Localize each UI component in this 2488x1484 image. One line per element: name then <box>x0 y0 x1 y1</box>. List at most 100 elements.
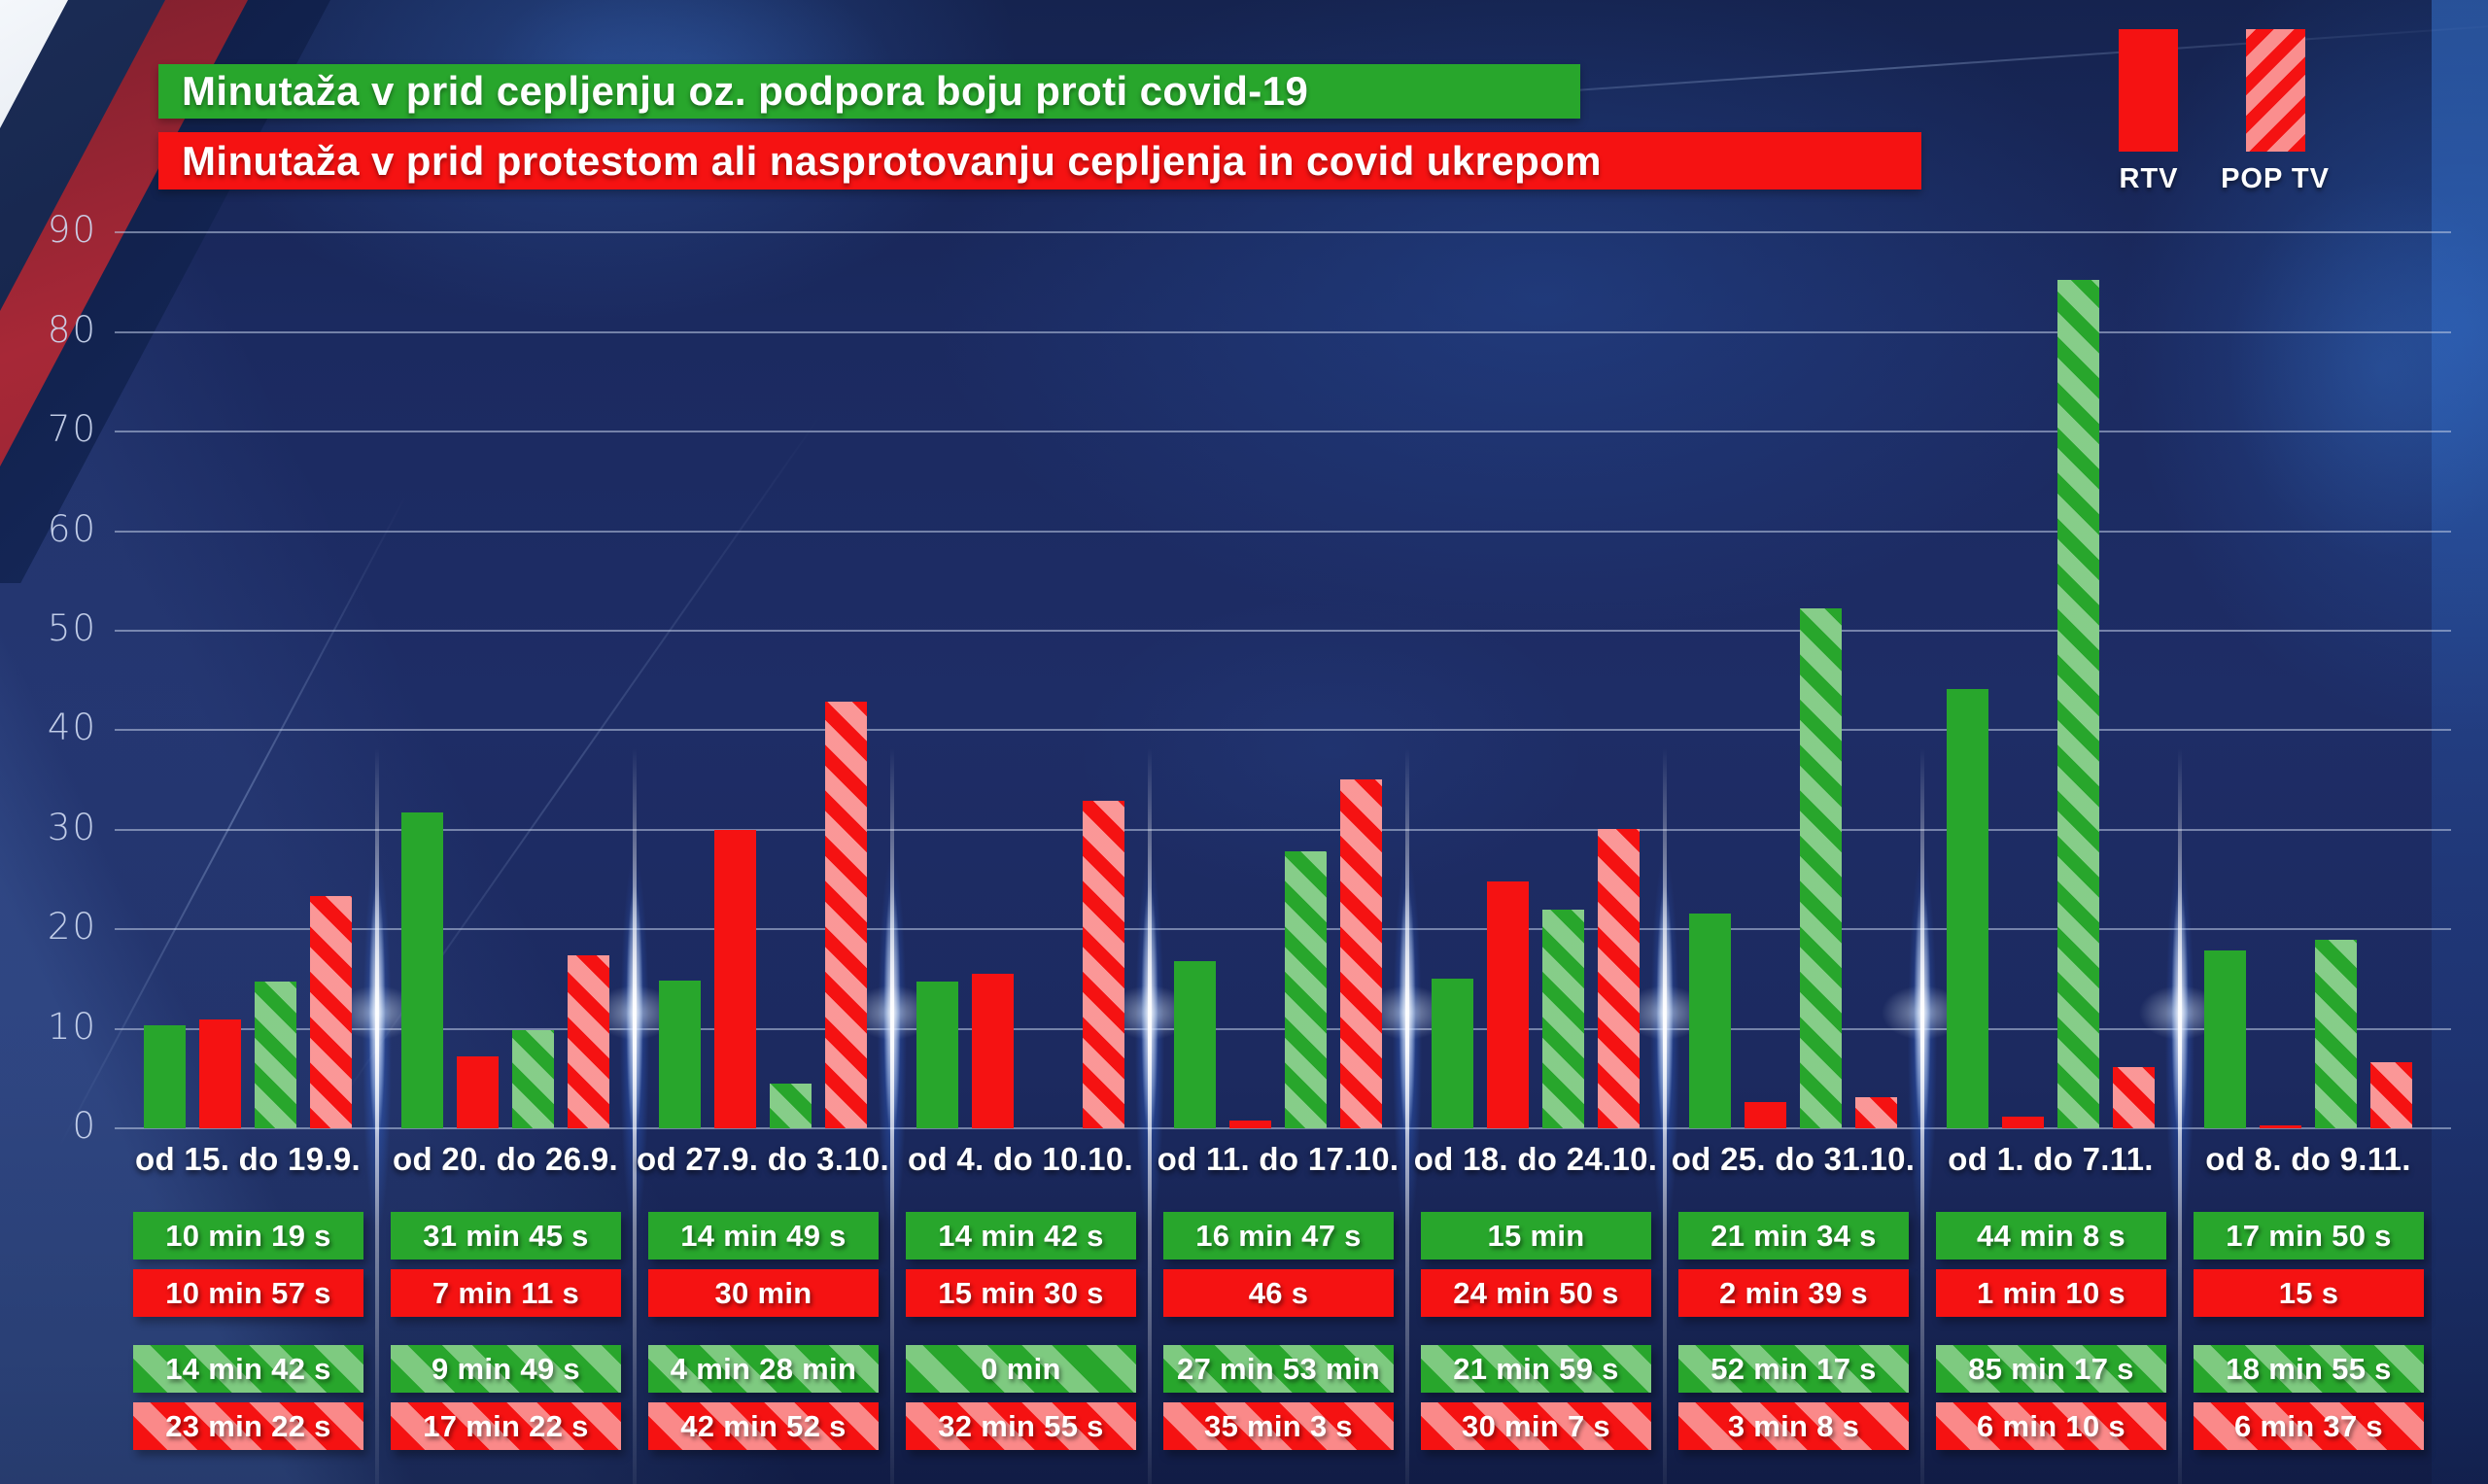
bar-green-7 <box>1689 914 1731 1128</box>
gridline-10 <box>115 1027 2451 1030</box>
value-box-green-striped: 9 min 49 s <box>391 1345 621 1393</box>
value-box-green-striped: 85 min 17 s <box>1936 1345 2166 1393</box>
value-box-red-striped: 32 min 55 s <box>906 1402 1136 1450</box>
value-box-red-striped: 3 min 8 s <box>1678 1402 1909 1450</box>
bar-red-striped-4 <box>1083 801 1124 1128</box>
y-axis-tick-0: 0 <box>72 1105 97 1147</box>
value-box-green: 16 min 47 s <box>1163 1212 1394 1260</box>
bar-red-striped-7 <box>1855 1097 1897 1128</box>
value-box-green-striped: 21 min 59 s <box>1421 1345 1651 1393</box>
category-label: od 18. do 24.10. <box>1413 1141 1658 1177</box>
bar-red-9 <box>2260 1125 2301 1128</box>
value-box-green: 21 min 34 s <box>1678 1212 1909 1260</box>
value-box-red: 46 s <box>1163 1269 1394 1317</box>
bar-red-3 <box>714 830 756 1128</box>
y-axis-tick-70: 70 <box>47 408 97 451</box>
bar-green-striped-8 <box>2057 280 2099 1128</box>
category-label: od 20. do 26.9. <box>393 1141 618 1177</box>
bar-green-striped-7 <box>1800 608 1842 1128</box>
bar-red-striped-1 <box>310 896 352 1128</box>
gridline-80 <box>115 330 2451 333</box>
value-box-green: 10 min 19 s <box>133 1212 363 1260</box>
bar-green-8 <box>1947 689 1988 1128</box>
bar-red-8 <box>2002 1117 2044 1128</box>
bar-red-striped-8 <box>2113 1067 2155 1128</box>
value-box-green: 44 min 8 s <box>1936 1212 2166 1260</box>
bar-green-2 <box>401 812 443 1128</box>
bar-red-striped-2 <box>568 955 609 1128</box>
title-protest: Minutaža v prid protestom ali nasprotova… <box>158 132 1921 190</box>
legend-swatch-poptv <box>2246 29 2305 152</box>
legend-label-poptv: POP TV <box>2221 163 2330 194</box>
bar-green-striped-9 <box>2315 940 2357 1128</box>
value-box-green-striped: 18 min 55 s <box>2194 1345 2424 1393</box>
value-box-red: 15 s <box>2194 1269 2424 1317</box>
y-axis-tick-10: 10 <box>47 1005 97 1048</box>
bar-green-1 <box>144 1025 186 1128</box>
category-label: od 11. do 17.10. <box>1157 1141 1400 1177</box>
legend-swatch-rtv <box>2119 29 2178 152</box>
bar-green-6 <box>1432 979 1473 1128</box>
value-box-red: 30 min <box>648 1269 879 1317</box>
gridline-90 <box>115 231 2451 234</box>
bar-red-striped-5 <box>1340 779 1382 1128</box>
right-light-band <box>2432 0 2488 1484</box>
value-box-red: 24 min 50 s <box>1421 1269 1651 1317</box>
legend-label-rtv: RTV <box>2119 163 2179 194</box>
gridline-50 <box>115 630 2451 632</box>
bar-green-striped-3 <box>770 1084 812 1128</box>
value-box-red: 2 min 39 s <box>1678 1269 1909 1317</box>
value-box-red-striped: 17 min 22 s <box>391 1402 621 1450</box>
bar-green-striped-6 <box>1542 910 1584 1128</box>
value-box-green-striped: 0 min <box>906 1345 1136 1393</box>
bar-red-striped-6 <box>1598 829 1640 1128</box>
value-box-red: 10 min 57 s <box>133 1269 363 1317</box>
bar-red-striped-3 <box>825 702 867 1128</box>
value-box-red-striped: 30 min 7 s <box>1421 1402 1651 1450</box>
value-box-green: 31 min 45 s <box>391 1212 621 1260</box>
gridline-60 <box>115 530 2451 533</box>
y-axis-tick-90: 90 <box>47 209 97 252</box>
value-box-green: 17 min 50 s <box>2194 1212 2424 1260</box>
category-label: od 27.9. do 3.10. <box>636 1141 890 1177</box>
bar-green-5 <box>1174 961 1216 1128</box>
bar-red-4 <box>972 974 1014 1128</box>
value-box-red-striped: 42 min 52 s <box>648 1402 879 1450</box>
gridline-70 <box>115 431 2451 433</box>
bar-red-6 <box>1487 881 1529 1128</box>
bar-green-striped-2 <box>512 1030 554 1128</box>
value-box-red-striped: 6 min 10 s <box>1936 1402 2166 1450</box>
value-box-red-striped: 35 min 3 s <box>1163 1402 1394 1450</box>
gridline-20 <box>115 928 2451 931</box>
value-box-green-striped: 52 min 17 s <box>1678 1345 1909 1393</box>
category-label: od 1. do 7.11. <box>1948 1141 2154 1177</box>
bar-green-4 <box>916 982 958 1128</box>
value-box-red: 7 min 11 s <box>391 1269 621 1317</box>
bar-green-3 <box>659 981 701 1128</box>
value-box-red-striped: 23 min 22 s <box>133 1402 363 1450</box>
gridline-30 <box>115 828 2451 831</box>
bar-red-5 <box>1229 1121 1271 1128</box>
bar-red-striped-9 <box>2370 1062 2412 1128</box>
value-box-red-striped: 6 min 37 s <box>2194 1402 2424 1450</box>
value-box-green-striped: 27 min 53 min <box>1163 1345 1394 1393</box>
value-box-red: 15 min 30 s <box>906 1269 1136 1317</box>
bar-green-striped-1 <box>255 982 296 1128</box>
bar-green-9 <box>2204 950 2246 1128</box>
category-label: od 25. do 31.10. <box>1671 1141 1916 1177</box>
value-box-green-striped: 14 min 42 s <box>133 1345 363 1393</box>
category-label: od 15. do 19.9. <box>135 1141 361 1177</box>
title-pro-vaccine: Minutaža v prid cepljenju oz. podpora bo… <box>158 64 1580 119</box>
y-axis-tick-80: 80 <box>47 308 97 351</box>
y-axis-tick-40: 40 <box>47 707 97 749</box>
value-box-green: 15 min <box>1421 1212 1651 1260</box>
gridline-0 <box>115 1127 2451 1129</box>
value-box-green: 14 min 42 s <box>906 1212 1136 1260</box>
value-box-green: 14 min 49 s <box>648 1212 879 1260</box>
value-box-green-striped: 4 min 28 min <box>648 1345 879 1393</box>
value-box-red: 1 min 10 s <box>1936 1269 2166 1317</box>
bar-red-2 <box>457 1056 499 1128</box>
y-axis-tick-60: 60 <box>47 507 97 550</box>
